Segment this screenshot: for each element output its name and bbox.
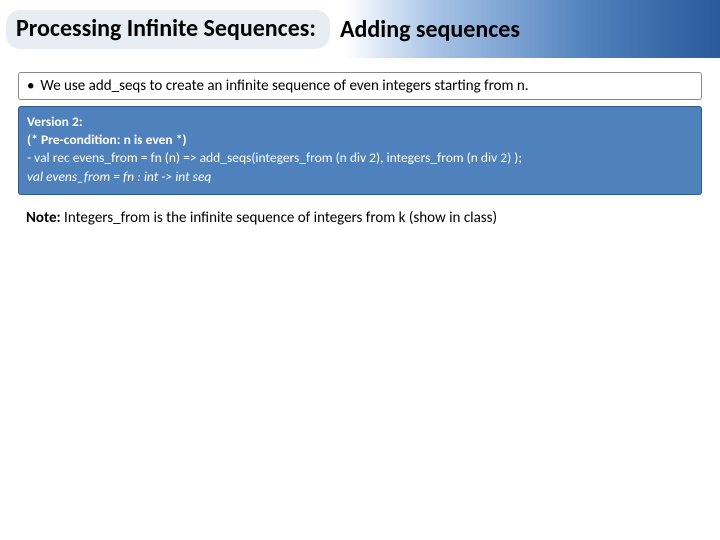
note-bold: Note: [26,209,61,227]
bullet-row: • We use add_seqs to create an infinite … [18,72,702,100]
title-sub: Adding sequences [340,15,520,44]
code-line-2: (* Pre-condition: n is even *) [27,131,693,149]
note-text: Integers_from is the infinite sequence o… [61,209,497,227]
code-line-1: Version 2: [27,113,693,131]
header-band: Processing Infinite Sequences: Adding se… [0,0,720,58]
code-block: Version 2: (* Pre-condition: n is even *… [18,106,702,195]
code-line-3: - val rec evens_from = fn (n) => add_seq… [27,149,693,167]
note-line: Note: Integers_from is the infinite sequ… [18,209,702,227]
code-line-4: val evens_from = fn : int -> int seq [27,168,693,186]
title-pill: Processing Infinite Sequences: [6,10,330,49]
content-area: • We use add_seqs to create an infinite … [0,58,720,227]
bullet-dot: • [27,77,37,95]
bullet-text: We use add_seqs to create an infinite se… [40,77,528,95]
title-main: Processing Infinite Sequences: [16,14,316,43]
